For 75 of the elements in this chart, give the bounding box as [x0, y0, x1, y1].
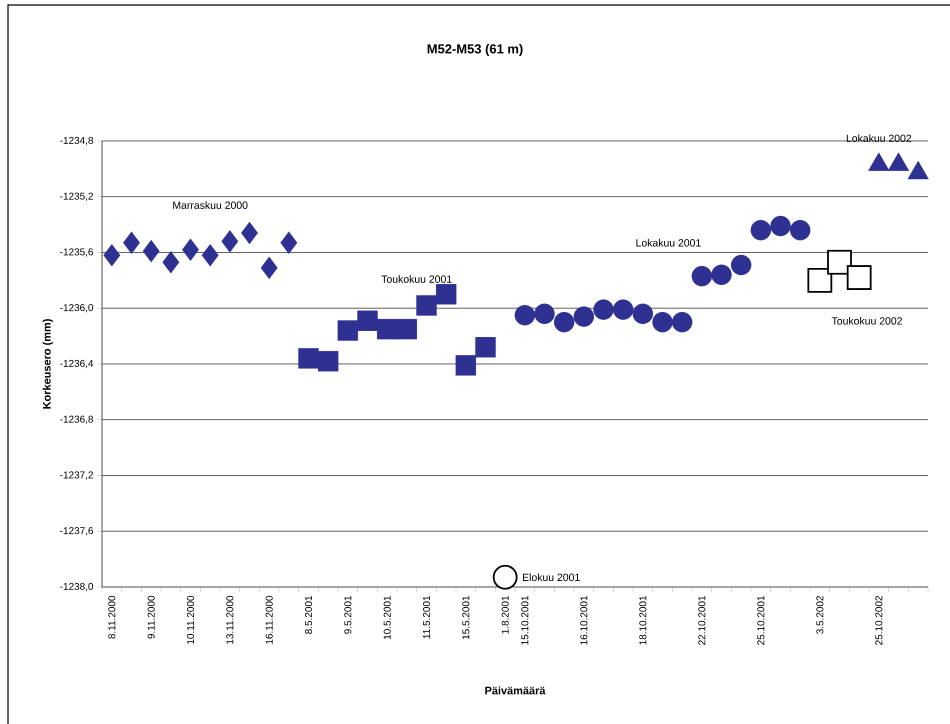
x-tick-label: 8.5.2001 — [304, 596, 312, 634]
point — [221, 230, 238, 253]
point — [807, 268, 832, 293]
x-tick-label: 22.10.2001 — [698, 596, 706, 645]
point — [711, 264, 732, 285]
point — [396, 318, 418, 340]
series-label: Lokakuu 2002 — [846, 134, 912, 142]
x-tick-label: 25.10.2001 — [757, 596, 764, 645]
point — [750, 220, 772, 240]
point — [770, 216, 791, 236]
point — [456, 355, 476, 376]
point — [298, 348, 319, 369]
legend-label: Elokuu 2001 — [522, 573, 580, 582]
series-label: Toukokuu 2001 — [381, 275, 452, 283]
point — [376, 318, 398, 340]
point — [827, 250, 852, 275]
y-tick-label: -1236,4 — [60, 360, 94, 368]
point — [514, 305, 536, 326]
point — [280, 232, 298, 254]
y-axis-title: Korkeusero (mm) — [42, 319, 53, 409]
x-axis-title: Päivämäärä — [485, 686, 546, 694]
series-label: Lokakuu 2001 — [636, 238, 701, 247]
point — [790, 220, 810, 240]
point — [730, 254, 752, 276]
x-tick-label: 15.5.2001 — [462, 596, 470, 640]
x-tick-label: 15.10.2001 — [521, 596, 528, 645]
y-tick-label: -1235,2 — [60, 192, 93, 201]
point — [357, 310, 378, 331]
point — [162, 251, 180, 274]
point — [475, 337, 496, 358]
point — [436, 284, 456, 304]
point — [202, 244, 219, 266]
point — [846, 265, 872, 290]
x-tick-label: 10.5.2001 — [384, 596, 391, 640]
y-tick-label: -1237,2 — [60, 471, 93, 480]
x-tick-label: 18.10.2001 — [639, 596, 646, 645]
point — [103, 244, 120, 266]
x-tick-label: 16.11.2000 — [266, 596, 273, 644]
point — [652, 312, 673, 332]
x-tick-label: 10.11.2000 — [186, 596, 194, 644]
point — [241, 222, 258, 244]
y-tick-label: -1234,8 — [60, 136, 94, 146]
y-tick-label: -1237,6 — [60, 527, 94, 536]
text: Toukokuu 2002 — [832, 316, 902, 325]
point — [632, 304, 654, 324]
y-tick-label: -1236,0 — [60, 304, 94, 312]
point — [692, 266, 712, 286]
y-tick-label: -1236,8 — [60, 416, 94, 424]
chart-title: M52-M53 (61 m) — [428, 44, 523, 56]
series-label: Marraskuu 2000 — [173, 201, 248, 209]
x-tick-label: 1.8.2001 — [502, 596, 509, 634]
point — [142, 240, 160, 262]
x-tick-label: 8.11.2000 — [108, 596, 116, 639]
point — [318, 350, 338, 372]
x-tick-label: 13.11.2000 — [226, 596, 234, 644]
point — [593, 299, 614, 320]
x-tick-label: 16.10.2001 — [580, 596, 588, 645]
point — [612, 299, 634, 320]
x-tick-label: 9.5.2001 — [344, 596, 352, 634]
y-tick-label: -1235,6 — [60, 248, 94, 257]
point — [492, 564, 518, 590]
point — [260, 256, 278, 280]
point — [574, 306, 594, 327]
point — [672, 312, 692, 332]
point — [416, 295, 437, 316]
point — [554, 312, 574, 332]
point — [534, 304, 555, 324]
y-tick-label: -1238,0 — [60, 582, 94, 592]
x-tick-label: 25.10.2002 — [875, 596, 882, 645]
point — [338, 320, 358, 341]
x-tick-label: 11.5.2001 — [422, 596, 430, 638]
x-tick-label: 9.11.2000 — [148, 596, 155, 639]
x-tick-label: 3.5.2002 — [816, 596, 824, 634]
point — [182, 238, 199, 261]
point — [123, 232, 140, 254]
